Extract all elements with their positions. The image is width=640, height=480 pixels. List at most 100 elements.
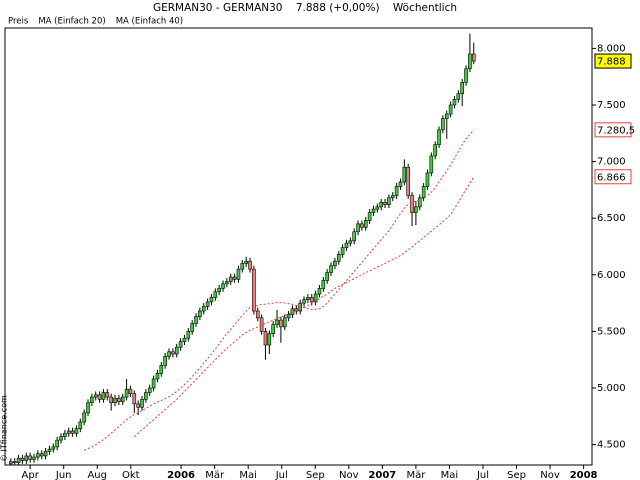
candle-body	[101, 392, 106, 400]
candle-body	[117, 397, 121, 402]
candle-body	[178, 341, 183, 348]
candle-body	[198, 310, 202, 317]
legend-entry: MA (Einfach 40)	[116, 17, 183, 27]
x-tick-label: Jul	[476, 470, 489, 480]
candle-body	[433, 144, 437, 157]
candle-body	[321, 280, 326, 289]
candle-body	[336, 254, 341, 262]
candle-body	[70, 430, 75, 434]
candle-body	[394, 186, 399, 196]
candle-body	[456, 93, 461, 100]
candle-body	[406, 166, 410, 196]
candle-body	[113, 397, 117, 404]
chart-title: GERMAN30 - GERMAN30 7.888 (+0,00%) Wöche…	[153, 2, 457, 14]
y-tick-label: 6.000	[597, 270, 626, 281]
candle-body	[402, 166, 407, 183]
candle-body	[136, 403, 140, 408]
candle-body	[356, 223, 360, 233]
candle-body	[16, 457, 21, 464]
candle-body	[228, 276, 233, 282]
candle-body	[205, 301, 210, 307]
candle-body	[460, 82, 464, 94]
candle-body	[263, 331, 268, 346]
candle-body	[236, 268, 241, 280]
x-tick-label: Mär	[406, 470, 426, 480]
candle-body	[244, 260, 248, 264]
candle-body	[217, 288, 221, 293]
candle-body	[286, 314, 291, 319]
candle-body	[74, 428, 79, 434]
candle-body	[252, 268, 256, 312]
candle-body	[387, 197, 391, 205]
candle-body	[9, 461, 13, 465]
candle-body	[282, 317, 287, 328]
candle-body	[298, 302, 302, 312]
candle-body	[174, 346, 179, 355]
candle-body	[144, 392, 148, 400]
candle-body	[120, 396, 125, 402]
x-tick-label: 2008	[570, 470, 598, 480]
watermark: © ITfinance.com	[0, 395, 9, 462]
candle-body	[429, 155, 434, 174]
candle-body	[471, 53, 476, 62]
candle-body	[352, 231, 356, 242]
candle-body	[267, 333, 272, 346]
candle-body	[51, 446, 56, 450]
x-tick-label: Okt	[122, 470, 140, 480]
candle-body	[128, 388, 133, 394]
candle-body	[151, 378, 156, 389]
moving-average-line	[133, 176, 475, 438]
candle-body	[240, 263, 245, 270]
candle-body	[159, 365, 164, 374]
candle-body	[379, 202, 383, 208]
last-value-label: 6.866	[597, 172, 626, 183]
candle-body	[55, 439, 59, 448]
candle-body	[39, 453, 44, 457]
x-tick-label: Nov	[339, 470, 359, 480]
y-tick-label: 4.500	[597, 440, 626, 451]
x-tick-label: Apr	[22, 470, 40, 480]
candle-body	[132, 393, 137, 405]
candle-body	[163, 356, 167, 366]
candle-body	[36, 453, 40, 458]
x-tick-label: Sep	[507, 470, 526, 480]
candle-body	[32, 456, 36, 460]
y-tick-label: 7.000	[597, 157, 626, 168]
x-tick-label: Mai	[239, 470, 257, 480]
x-tick-label: Jul	[275, 470, 288, 480]
candle-body	[43, 451, 48, 457]
candle-body	[306, 297, 310, 301]
candle-body	[82, 412, 86, 423]
candle-body	[86, 402, 90, 414]
candle-body	[213, 291, 218, 298]
candle-body	[109, 396, 113, 404]
candle-body	[47, 448, 52, 452]
candle-body	[294, 308, 299, 312]
candle-body	[93, 394, 98, 398]
y-tick-label: 5.000	[597, 383, 626, 394]
candle-body	[444, 113, 449, 119]
candle-body	[333, 260, 337, 267]
candle-body	[348, 240, 353, 244]
candle-body	[105, 392, 110, 398]
candle-body	[167, 351, 171, 357]
candle-body	[221, 283, 225, 289]
candle-body	[24, 455, 29, 461]
candle-body	[259, 317, 264, 332]
x-tick-label: Mär	[205, 470, 225, 480]
candle-body	[275, 319, 279, 325]
candle-body	[441, 118, 445, 131]
x-tick-label: 2006	[167, 470, 195, 480]
candle-body	[464, 68, 468, 83]
candle-body	[209, 297, 214, 303]
candle-body	[225, 281, 229, 285]
candle-body	[448, 104, 453, 115]
legend-entry: Preis	[8, 17, 29, 27]
candle-body	[363, 220, 368, 228]
candle-body	[417, 197, 422, 208]
candle-body	[66, 430, 71, 434]
x-tick-label: Aug	[87, 470, 107, 480]
x-tick-label: 2007	[368, 470, 396, 480]
y-tick-label: 7.500	[597, 100, 626, 111]
